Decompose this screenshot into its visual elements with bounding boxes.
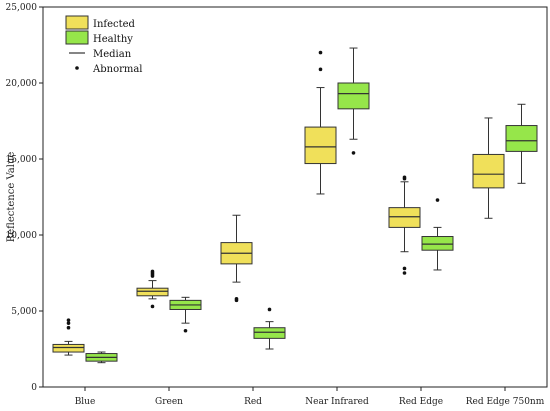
legend-swatch [65,30,89,45]
y-tick-label: 10,000 [6,231,38,241]
box-infected [220,214,253,303]
legend-item-median: Median [69,49,132,60]
x-tick-label: Blue [75,397,96,407]
outlier-point [150,269,155,274]
legend: Infected Healthy Median Abnormal [65,15,143,75]
outlier-point [402,271,407,275]
box-infected [472,117,505,219]
box-body [304,126,337,165]
outlier-point [66,318,71,322]
outlier-point [234,297,239,301]
outlier-point [66,325,71,330]
legend-item-abnormal: Abnormal [75,64,143,75]
axes: 0 5,000 10,000 15,000 20,000 25,000 Blue Green R… [6,3,548,407]
legend-item-healthy: Healthy [65,30,133,45]
x-tick-label: Red [244,397,262,407]
outlier-point [267,307,272,312]
box-healthy [169,296,202,333]
outlier-point [402,266,407,271]
box-body [52,343,85,353]
x-tick-label: Near Infrared [305,397,369,407]
y-axis-title: Reflectence Value [6,152,17,243]
x-tick-label: Red Edge 750nm [466,397,545,407]
x-tick-label: Red Edge [399,397,443,407]
outlier-point [66,321,71,325]
y-tick-label: 20,000 [6,79,38,89]
outlier-point [150,304,155,309]
box-body [505,125,538,152]
box-healthy [253,307,286,350]
legend-label: Healthy [93,34,133,45]
outlier-point [318,67,323,72]
outlier-point [435,198,440,202]
box-healthy [421,198,454,271]
outlier-point [402,175,407,180]
box-infected [52,318,85,356]
box-infected [304,50,337,195]
box-infected [136,269,169,309]
legend-label: Infected [93,19,136,30]
box-healthy [505,103,538,184]
legend-item-infected: Infected [65,15,136,30]
plot-frame [42,6,548,388]
box-body [337,82,370,110]
box-body [421,236,454,251]
outlier-point [351,151,356,155]
y-tick-label: 5,000 [11,307,37,317]
box-healthy [85,351,118,364]
box-infected [388,175,421,275]
box-groups [52,47,538,364]
box-body [388,207,421,228]
legend-dot [75,66,79,70]
box-body [253,327,286,339]
y-tick-label: 15,000 [6,155,38,165]
y-tick-label: 25,000 [6,3,38,13]
legend-swatch [65,15,89,30]
outlier-point [183,328,188,333]
x-tick-label: Green [155,397,183,407]
box-healthy [337,47,370,155]
legend-label: Median [93,49,132,60]
y-tick-label: 0 [31,383,37,393]
box-body [472,153,505,189]
outlier-point [318,50,323,55]
legend-label: Abnormal [92,64,143,75]
box-body [136,287,169,297]
